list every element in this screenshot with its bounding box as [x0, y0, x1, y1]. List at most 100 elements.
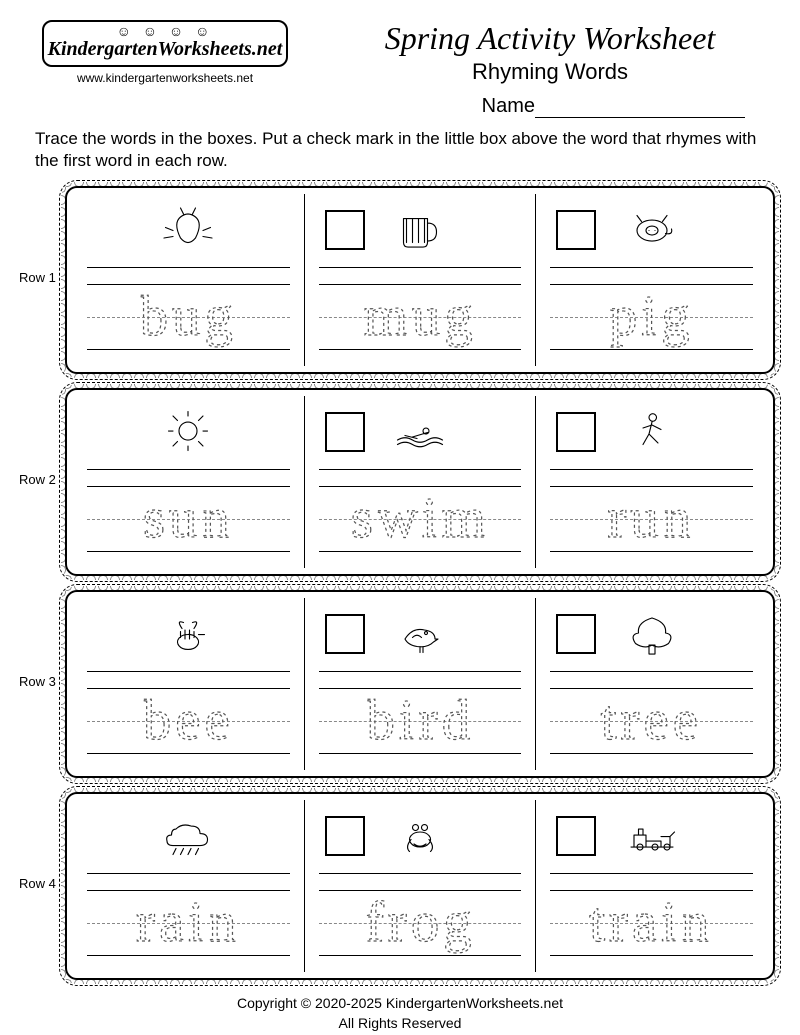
- footer-copyright: Copyright © 2020-2025 KindergartenWorksh…: [25, 994, 775, 1014]
- rhyme-checkbox[interactable]: [556, 412, 596, 452]
- trace-area[interactable]: birdbird: [319, 680, 522, 762]
- logo-brand: KindergartenWorksheets.net: [48, 38, 283, 61]
- picture-row: [87, 602, 290, 672]
- trace-area[interactable]: frogfrog: [319, 882, 522, 964]
- bird-icon: [390, 605, 450, 668]
- svg-text:tree: tree: [601, 689, 702, 752]
- rhyme-checkbox[interactable]: [556, 614, 596, 654]
- rhyme-checkbox[interactable]: [556, 210, 596, 250]
- name-blank-line[interactable]: [535, 117, 745, 118]
- svg-text:pig: pig: [609, 285, 694, 348]
- picture-row: [319, 400, 522, 470]
- swim-icon: [390, 403, 450, 466]
- tree-icon: [622, 605, 682, 668]
- trace-area[interactable]: mugmug: [319, 276, 522, 358]
- logo-kids-icon: ☺ ☺ ☺ ☺: [48, 24, 283, 38]
- picture-row: [87, 198, 290, 268]
- rain-icon: [158, 807, 218, 870]
- picture-row: [319, 198, 522, 268]
- svg-text:swim: swim: [350, 487, 489, 550]
- run-icon: [622, 403, 682, 466]
- logo-url: www.kindergartenworksheets.net: [25, 71, 305, 85]
- word-cell: bugbug: [73, 194, 305, 366]
- word-cell: rainrain: [73, 800, 305, 972]
- picture-row: [319, 602, 522, 672]
- word-cell: birdbird: [305, 598, 537, 770]
- trace-word-dashed: train: [550, 882, 753, 964]
- rhyme-checkbox[interactable]: [325, 412, 365, 452]
- trace-area[interactable]: beebee: [87, 680, 290, 762]
- svg-text:sun: sun: [143, 487, 234, 550]
- row-cells: rainrain frogfrog traintrain: [73, 800, 767, 972]
- worksheet-title: Spring Activity Worksheet: [325, 20, 775, 57]
- bug-icon: [158, 201, 218, 264]
- word-cell: swimswim: [305, 396, 537, 568]
- instructions-text: Trace the words in the boxes. Put a chec…: [35, 128, 765, 172]
- logo-box: ☺ ☺ ☺ ☺ KindergartenWorksheets.net: [42, 20, 289, 67]
- picture-row: [550, 400, 753, 470]
- name-field-row: Name: [25, 95, 745, 118]
- worksheet-header: ☺ ☺ ☺ ☺ KindergartenWorksheets.net www.k…: [25, 20, 775, 85]
- footer: Copyright © 2020-2025 KindergartenWorksh…: [25, 994, 775, 1033]
- row-frame: sunsun swimswim runrun: [65, 388, 775, 576]
- row-label: Row 2: [19, 472, 59, 487]
- trace-area[interactable]: traintrain: [550, 882, 753, 964]
- svg-text:mug: mug: [363, 285, 476, 348]
- trace-word-dashed: run: [550, 478, 753, 560]
- svg-text:bug: bug: [140, 285, 237, 348]
- word-cell: beebee: [73, 598, 305, 770]
- row-label: Row 4: [19, 876, 59, 891]
- mug-icon: [390, 201, 450, 264]
- word-cell: sunsun: [73, 396, 305, 568]
- rows-container: Row 1bugbugmugmugpigpigRow 2sunsunswimsw…: [25, 186, 775, 980]
- word-cell: traintrain: [536, 800, 767, 972]
- word-cell: mugmug: [305, 194, 537, 366]
- picture-row: [550, 602, 753, 672]
- svg-text:frog: frog: [365, 891, 476, 954]
- svg-text:run: run: [608, 487, 696, 550]
- frog-icon: [390, 807, 450, 870]
- svg-text:rain: rain: [136, 891, 240, 954]
- trace-word-dashed: frog: [319, 882, 522, 964]
- footer-rights: All Rights Reserved: [25, 1014, 775, 1034]
- rhyme-checkbox[interactable]: [556, 816, 596, 856]
- trace-area[interactable]: sunsun: [87, 478, 290, 560]
- rhyme-checkbox[interactable]: [325, 614, 365, 654]
- trace-area[interactable]: swimswim: [319, 478, 522, 560]
- name-label: Name: [482, 95, 535, 117]
- pig-icon: [622, 201, 682, 264]
- row-frame: bugbug mugmug pigpig: [65, 186, 775, 374]
- sun-icon: [158, 403, 218, 466]
- row-cells: beebee birdbird treetree: [73, 598, 767, 770]
- rhyme-checkbox[interactable]: [325, 816, 365, 856]
- picture-row: [87, 804, 290, 874]
- trace-area[interactable]: rainrain: [87, 882, 290, 964]
- svg-text:bee: bee: [143, 689, 234, 752]
- svg-text:train: train: [590, 891, 714, 954]
- trace-area[interactable]: runrun: [550, 478, 753, 560]
- row-label: Row 3: [19, 674, 59, 689]
- logo-area: ☺ ☺ ☺ ☺ KindergartenWorksheets.net www.k…: [25, 20, 305, 85]
- trace-area[interactable]: pigpig: [550, 276, 753, 358]
- picture-row: [550, 198, 753, 268]
- trace-word-dashed: bug: [87, 276, 290, 358]
- train-icon: [622, 807, 682, 870]
- word-cell: pigpig: [536, 194, 767, 366]
- row-cells: sunsun swimswim runrun: [73, 396, 767, 568]
- trace-word-dashed: bird: [319, 680, 522, 762]
- trace-area[interactable]: treetree: [550, 680, 753, 762]
- rhyme-checkbox[interactable]: [325, 210, 365, 250]
- picture-row: [550, 804, 753, 874]
- trace-word-dashed: swim: [319, 478, 522, 560]
- trace-word-dashed: rain: [87, 882, 290, 964]
- trace-word-dashed: pig: [550, 276, 753, 358]
- trace-word-dashed: tree: [550, 680, 753, 762]
- title-area: Spring Activity Worksheet Rhyming Words: [325, 20, 775, 85]
- trace-word-dashed: bee: [87, 680, 290, 762]
- word-cell: runrun: [536, 396, 767, 568]
- row-frame: rainrain frogfrog traintrain: [65, 792, 775, 980]
- row-frame: beebee birdbird treetree: [65, 590, 775, 778]
- row-cells: bugbug mugmug pigpig: [73, 194, 767, 366]
- worksheet-subtitle: Rhyming Words: [325, 59, 775, 85]
- trace-area[interactable]: bugbug: [87, 276, 290, 358]
